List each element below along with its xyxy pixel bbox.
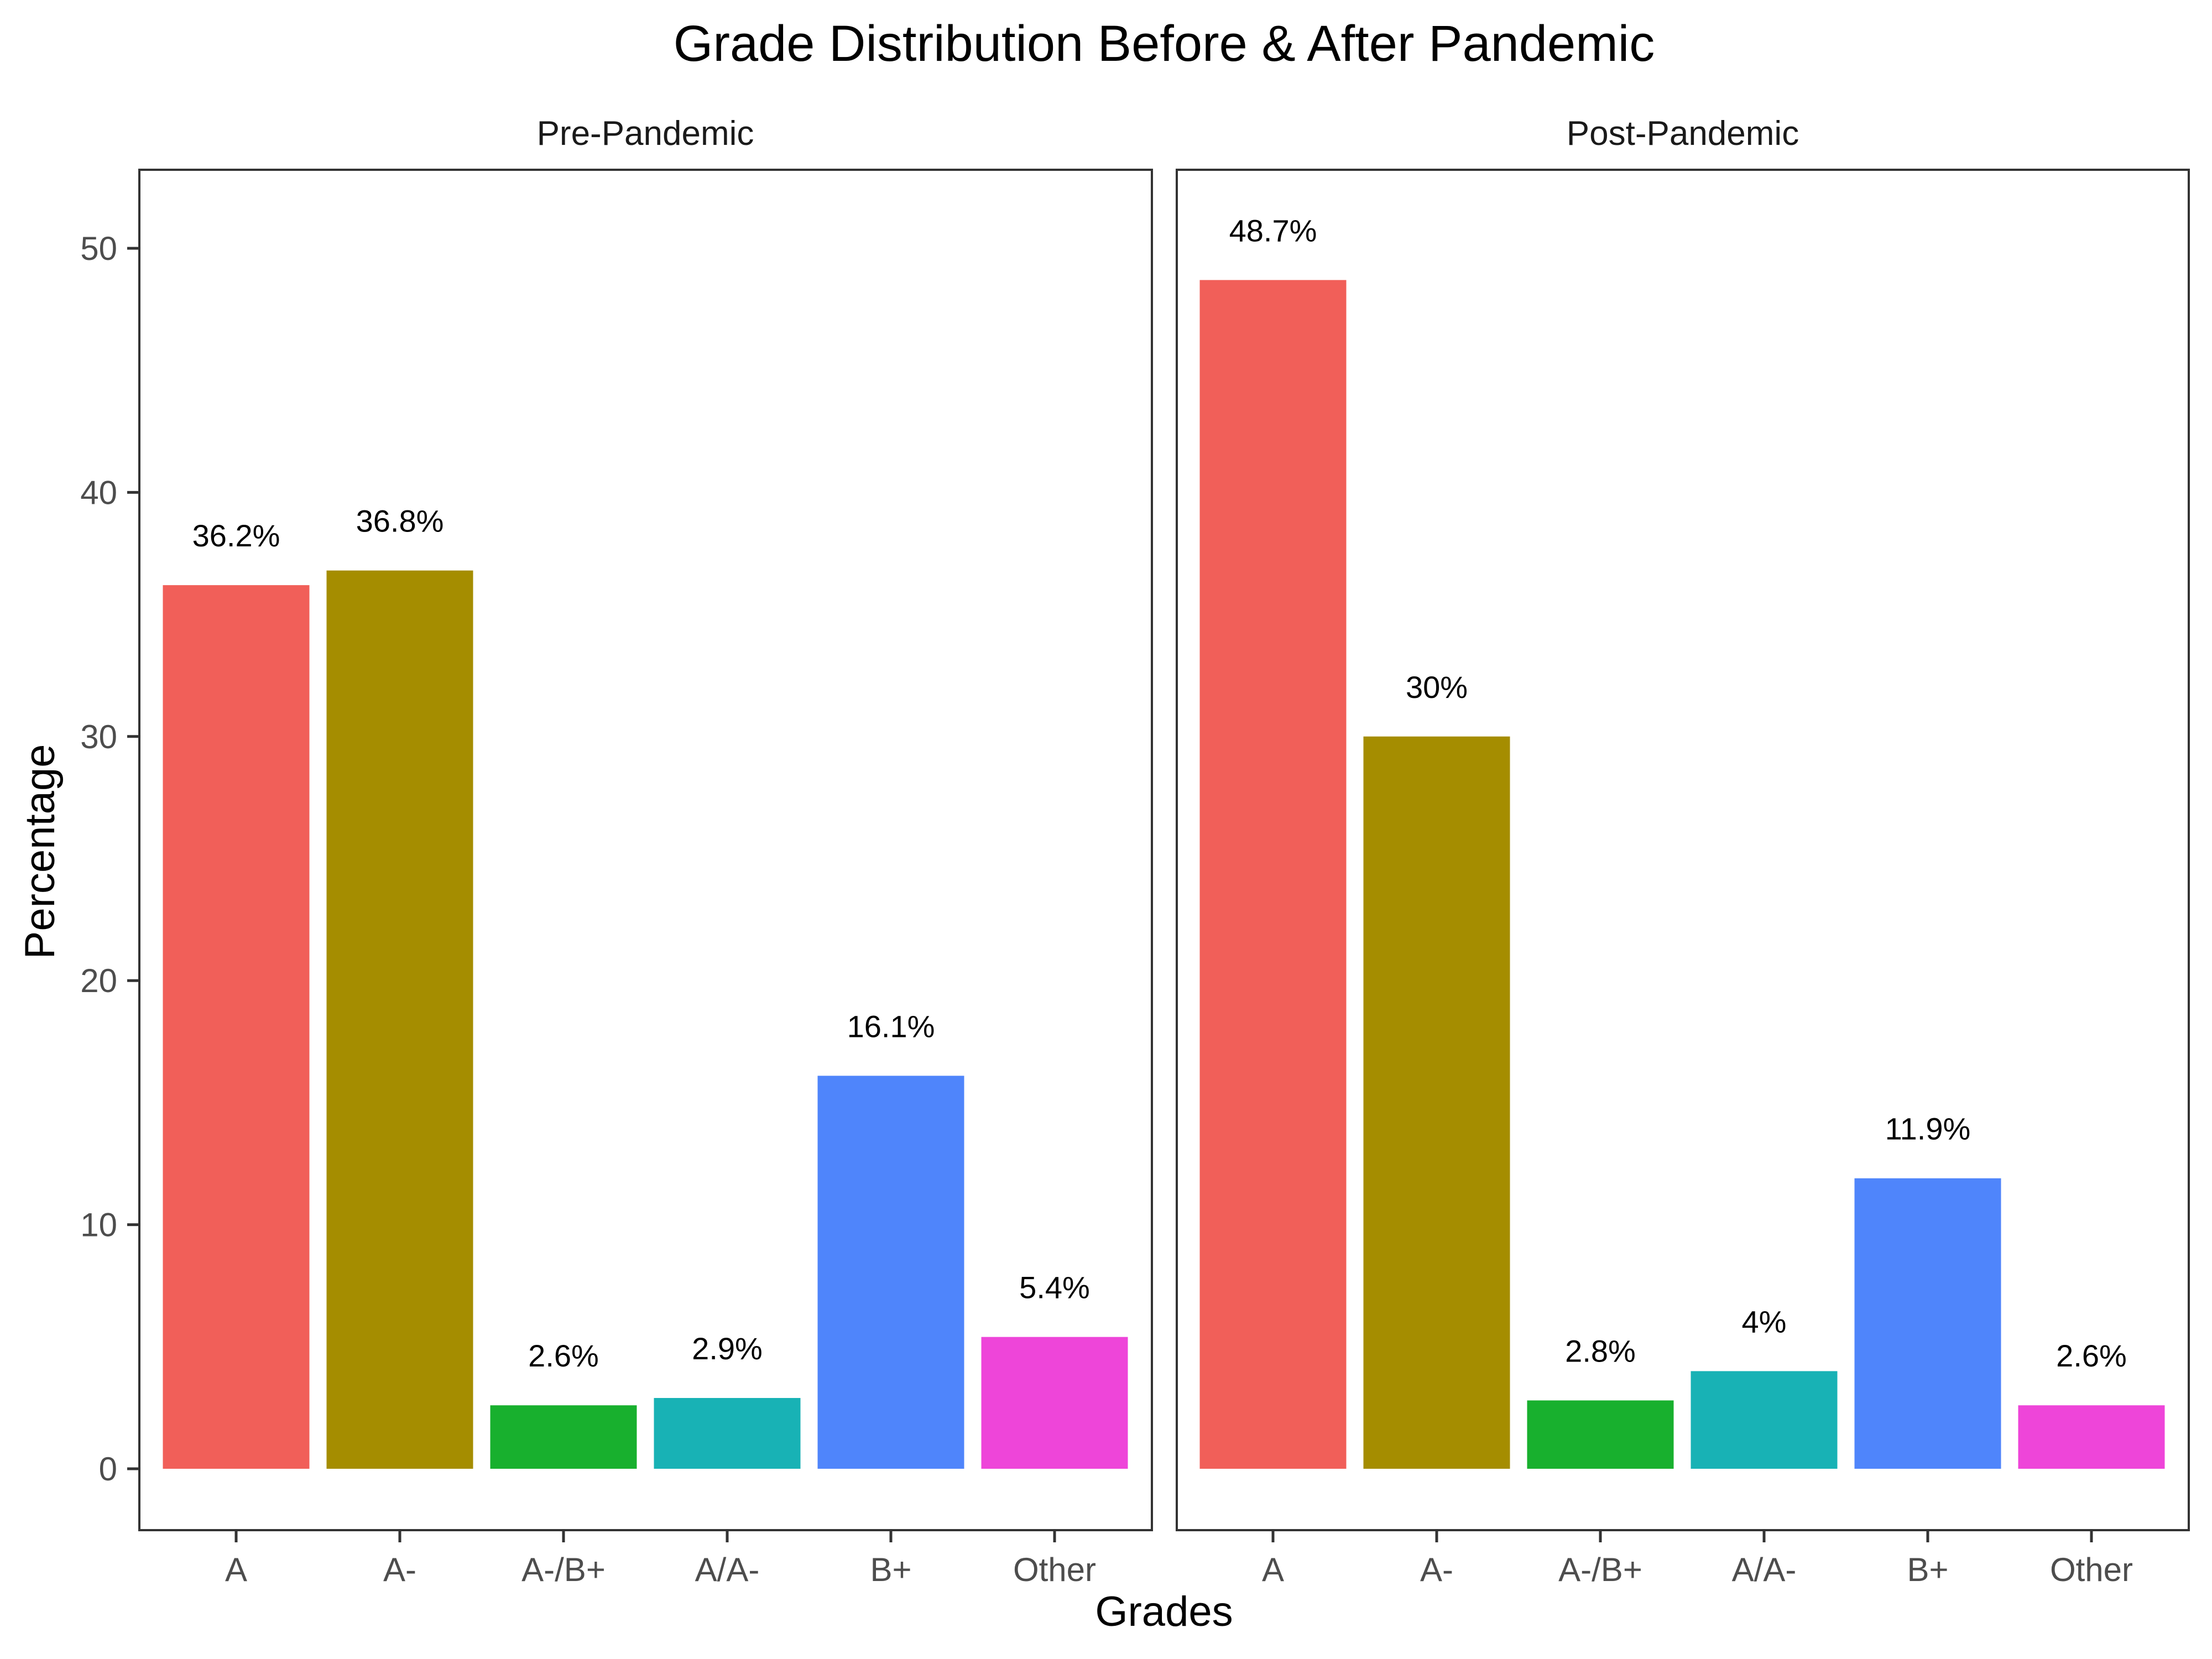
bar-a-: [1363, 736, 1510, 1469]
y-tick-label: 10: [80, 1207, 117, 1244]
y-tick-label: 20: [80, 962, 117, 999]
x-tick-label: A-: [383, 1551, 416, 1588]
x-tick-label: B+: [1907, 1551, 1948, 1588]
chart-title: Grade Distribution Before & After Pandem…: [674, 15, 1655, 72]
bar-value-label: 36.2%: [192, 518, 280, 553]
bar-a-: [326, 570, 473, 1469]
y-axis-title: Percentage: [17, 744, 64, 959]
x-tick-label: A: [1262, 1551, 1284, 1588]
x-tick-label: B+: [870, 1551, 911, 1588]
x-tick-label: A/A-: [1732, 1551, 1797, 1588]
x-tick-label: A: [225, 1551, 247, 1588]
panel-post-pandemic: 48.7% 30% 2.8% 4% 11.9% 2.6%: [1176, 169, 2190, 1531]
bar-a: [1199, 280, 1347, 1469]
bar-value-label: 2.6%: [2056, 1338, 2127, 1373]
panel-title-pre: Pre-Pandemic: [537, 114, 754, 153]
y-tick-label: 0: [99, 1451, 117, 1488]
x-tick-label: Other: [1013, 1551, 1096, 1588]
bar-value-label: 5.4%: [1019, 1270, 1090, 1305]
bar-value-label: 2.6%: [528, 1338, 599, 1373]
x-axis-post: A A- A-/B+ A/A- B+ Other: [1262, 1530, 2133, 1588]
bar-value-label: 11.9%: [1885, 1112, 1971, 1146]
bar-other: [981, 1337, 1128, 1469]
x-tick-label: A-/B+: [521, 1551, 606, 1588]
x-tick-label: Other: [2050, 1551, 2133, 1588]
bar-value-label: 16.1%: [847, 1009, 935, 1044]
bar-b-: [1854, 1178, 2001, 1469]
y-tick-label: 50: [80, 230, 117, 267]
bar-value-label: 2.8%: [1565, 1333, 1636, 1368]
bar-a: [163, 585, 310, 1469]
x-tick-label: A-/B+: [1558, 1551, 1642, 1588]
y-axis: 0 10 20 30 40 50: [80, 230, 139, 1488]
x-axis-pre: A A- A-/B+ A/A- B+ Other: [225, 1530, 1096, 1588]
y-tick-label: 40: [80, 474, 117, 511]
bar-a-b-: [490, 1405, 637, 1469]
panel-title-post: Post-Pandemic: [1567, 114, 1799, 153]
x-tick-label: A/A-: [695, 1551, 760, 1588]
bar-value-label: 36.8%: [356, 504, 444, 539]
bar-other: [2018, 1405, 2165, 1469]
bar-value-label: 48.7%: [1229, 213, 1317, 248]
y-tick-label: 30: [80, 718, 117, 755]
bar-value-label: 2.9%: [692, 1331, 763, 1366]
bar-value-label: 4%: [1742, 1304, 1787, 1339]
bar-b-: [817, 1076, 964, 1469]
bar-value-label: 30%: [1406, 670, 1468, 705]
panel-pre-pandemic: 36.2% 36.8% 2.6% 2.9% 16.1% 5.4%: [138, 169, 1153, 1531]
bar-a-b-: [1527, 1400, 1674, 1469]
x-tick-label: A-: [1420, 1551, 1453, 1588]
x-axis-title: Grades: [1095, 1588, 1233, 1635]
bar-a-a-: [654, 1397, 801, 1469]
bar-a-a-: [1691, 1371, 1838, 1469]
